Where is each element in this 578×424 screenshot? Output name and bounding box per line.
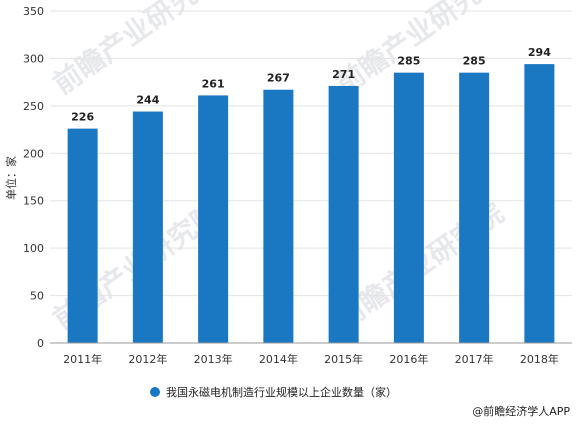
- legend-label: 我国永磁电机制造行业规模以上企业数量（家）: [166, 385, 397, 399]
- x-tick-label: 2012年: [128, 352, 167, 366]
- legend-marker: [150, 387, 160, 397]
- bar: [459, 72, 490, 344]
- bar: [393, 72, 424, 344]
- x-tick-label: 2017年: [455, 352, 494, 366]
- watermark-text: 前瞻产业研究院: [47, 0, 226, 101]
- bar-value-label: 226: [71, 111, 94, 124]
- bar: [263, 89, 294, 343]
- y-tick-label: 150: [23, 195, 44, 208]
- bar-value-label: 244: [136, 94, 159, 107]
- y-tick-label: 100: [23, 242, 44, 255]
- bar: [132, 111, 163, 343]
- y-tick-label: 250: [23, 100, 44, 113]
- x-tick-label: 2016年: [389, 352, 428, 366]
- bars: [67, 64, 555, 344]
- x-axis-ticks: 2011年 2012年 2013年 2014年 2015年 2016年 2017年 2018年: [63, 352, 559, 366]
- bar-value-label: 294: [528, 46, 551, 59]
- bar-value-label: 267: [267, 72, 290, 85]
- data-labels: 226 244 261 267 271 285 285 294: [71, 46, 551, 124]
- source-credit: @前瞻经济学人APP: [472, 404, 570, 418]
- x-tick-label: 2015年: [324, 352, 363, 366]
- bar-value-label: 271: [332, 68, 355, 81]
- y-tick-label: 300: [23, 52, 44, 65]
- bar: [198, 95, 229, 344]
- bar-value-label: 285: [463, 55, 486, 68]
- y-axis-title: 单位：家: [4, 156, 18, 200]
- y-tick-label: 50: [30, 290, 44, 303]
- y-tick-label: 200: [23, 147, 44, 160]
- y-axis-ticks: 0 50 100 150 200 250 300 350: [23, 5, 44, 350]
- bar-value-label: 285: [397, 55, 420, 68]
- x-tick-label: 2014年: [259, 352, 298, 366]
- bar: [328, 85, 359, 344]
- y-tick-label: 350: [23, 5, 44, 18]
- x-tick-label: 2013年: [194, 352, 233, 366]
- x-tick-label: 2011年: [63, 352, 102, 366]
- x-tick-label: 2018年: [520, 352, 559, 366]
- y-tick-label: 0: [37, 337, 44, 350]
- bar-value-label: 261: [202, 77, 225, 90]
- bar: [524, 64, 555, 344]
- bar: [67, 128, 98, 343]
